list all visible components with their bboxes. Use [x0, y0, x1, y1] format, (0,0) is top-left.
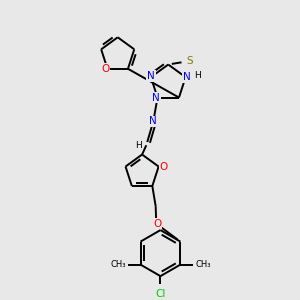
- Text: N: N: [147, 71, 155, 81]
- Text: N: N: [183, 72, 191, 82]
- Text: S: S: [187, 56, 194, 66]
- Text: N: N: [149, 116, 157, 126]
- Text: H: H: [194, 71, 201, 80]
- Text: H: H: [135, 141, 142, 150]
- Text: O: O: [160, 162, 168, 172]
- Text: O: O: [153, 219, 161, 229]
- Text: CH₃: CH₃: [195, 260, 211, 268]
- Text: CH₃: CH₃: [110, 260, 126, 268]
- Text: Cl: Cl: [155, 289, 166, 299]
- Text: N: N: [152, 92, 160, 103]
- Text: O: O: [101, 64, 110, 74]
